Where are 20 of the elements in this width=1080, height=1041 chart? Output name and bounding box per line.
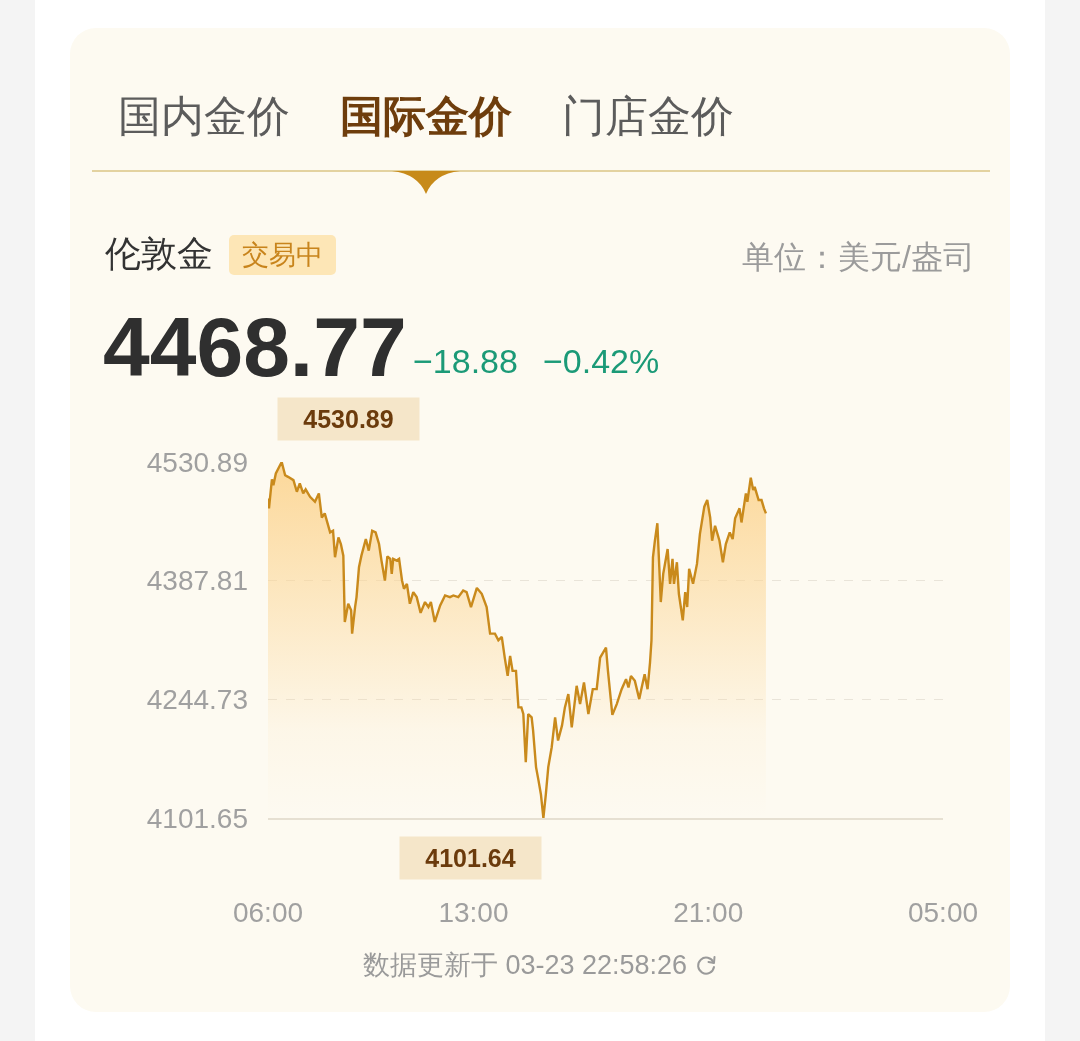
x-tick-label: 05:00: [907, 897, 979, 929]
text: 数据更新于 03-23 22:58:26: [362, 950, 688, 980]
text: 门店金价: [562, 92, 734, 140]
y-tick-label: 4530.89: [146, 446, 248, 478]
chart-subtitle: 交易中: [229, 235, 336, 275]
y-tick-label: 4387.81: [146, 565, 248, 597]
x-tick-label: 06:00: [232, 897, 304, 929]
text: 国际金价: [340, 92, 512, 140]
chart-title: 伦敦金: [105, 233, 213, 274]
y-tick-label: 4101.65: [146, 802, 248, 834]
text: 单位：美元/盎司: [742, 239, 975, 275]
annotation: 4101.64: [425, 844, 516, 872]
text: −18.88: [413, 342, 518, 380]
text: −0.42%: [543, 342, 660, 380]
x-tick-label: 21:00: [673, 897, 744, 929]
y-tick-label: 4244.73: [146, 684, 248, 716]
annotation: 4530.89: [303, 405, 394, 433]
text: 国内金价: [118, 92, 290, 140]
text: 4468.77: [103, 300, 407, 394]
x-tick-label: 13:00: [438, 897, 509, 929]
